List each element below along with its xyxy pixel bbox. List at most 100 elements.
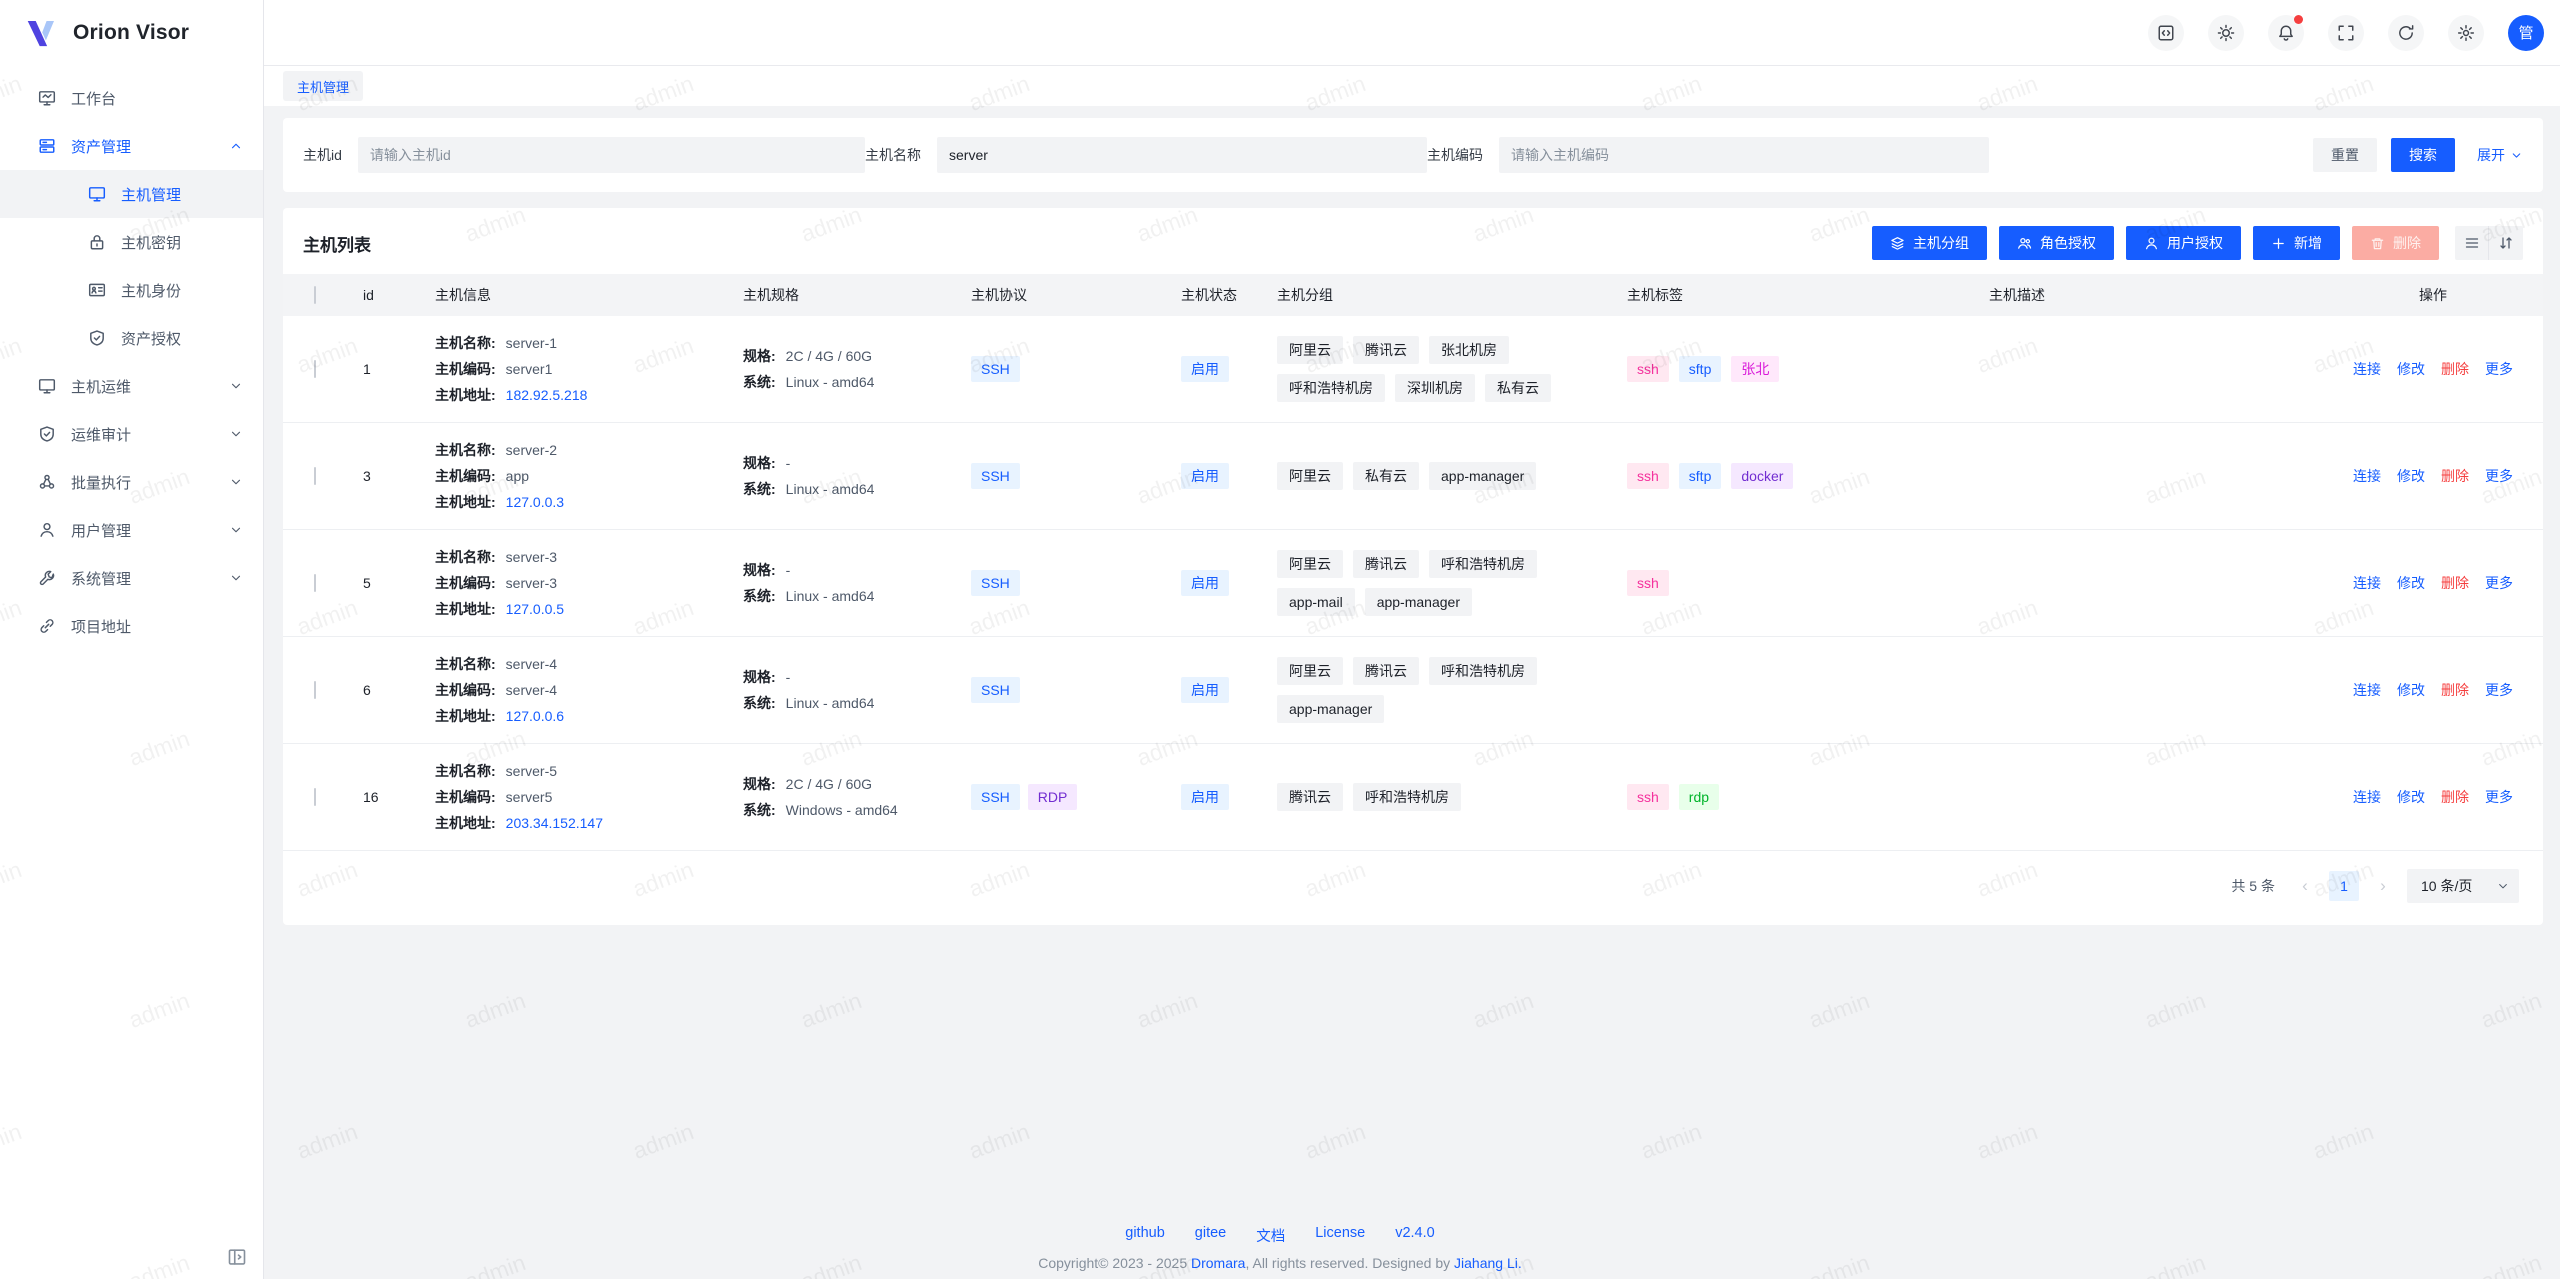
tag[interactable]: docker	[1731, 463, 1794, 489]
list-view-icon[interactable]	[2455, 226, 2489, 260]
sidebar-item-link[interactable]: 项目地址	[0, 602, 263, 650]
reset-button[interactable]: 重置	[2313, 138, 2377, 172]
host-address-link[interactable]: 203.34.152.147	[505, 815, 603, 831]
tag[interactable]: SSH	[971, 463, 1020, 489]
tag[interactable]: 呼和浩特机房	[1429, 657, 1537, 685]
sidebar-item-batch[interactable]: 批量执行	[0, 458, 263, 506]
footer-link[interactable]: 文档	[1256, 1229, 1286, 1245]
tag[interactable]: app-manager	[1277, 695, 1385, 723]
row-action-修改[interactable]: 修改	[2397, 575, 2425, 591]
row-checkbox[interactable]	[314, 788, 316, 806]
code-icon[interactable]	[2148, 14, 2184, 51]
row-action-更多[interactable]: 更多	[2485, 682, 2513, 698]
row-action-修改[interactable]: 修改	[2397, 682, 2425, 698]
host-address-link[interactable]: 127.0.0.3	[505, 494, 565, 510]
tag[interactable]: 启用	[1181, 356, 1229, 382]
next-page-button[interactable]: ›	[2380, 876, 2386, 895]
sidebar-item-user[interactable]: 用户管理	[0, 506, 263, 554]
tag[interactable]: 呼和浩特机房	[1277, 374, 1385, 402]
tag[interactable]: SSH	[971, 570, 1020, 596]
tag[interactable]: 腾讯云	[1353, 657, 1419, 685]
row-checkbox[interactable]	[314, 360, 316, 378]
tag[interactable]: 阿里云	[1277, 550, 1343, 578]
tag[interactable]: 张北机房	[1429, 336, 1509, 364]
tag[interactable]: 启用	[1181, 570, 1229, 596]
tag[interactable]: 呼和浩特机房	[1353, 783, 1461, 811]
tag[interactable]: ssh	[1627, 570, 1669, 596]
row-action-删除[interactable]: 删除	[2441, 575, 2469, 591]
tag[interactable]: 私有云	[1485, 374, 1551, 402]
expand-toggle[interactable]: 展开	[2477, 145, 2523, 165]
row-action-连接[interactable]: 连接	[2353, 468, 2381, 484]
footer-link[interactable]: v2.4.0	[1395, 1225, 1435, 1241]
tag[interactable]: 阿里云	[1277, 336, 1343, 364]
delete-button[interactable]: 删除	[2352, 226, 2439, 260]
footer-link[interactable]: github	[1125, 1225, 1165, 1241]
row-action-删除[interactable]: 删除	[2441, 682, 2469, 698]
row-action-连接[interactable]: 连接	[2353, 361, 2381, 377]
host-address-link[interactable]: 127.0.0.6	[505, 708, 565, 724]
sidebar-item-audit[interactable]: 运维审计	[0, 410, 263, 458]
row-action-删除[interactable]: 删除	[2441, 789, 2469, 805]
add-button[interactable]: 新增	[2253, 226, 2340, 260]
filter-input-3[interactable]	[1499, 137, 1989, 173]
row-action-连接[interactable]: 连接	[2353, 575, 2381, 591]
tag[interactable]: 呼和浩特机房	[1429, 550, 1537, 578]
row-action-更多[interactable]: 更多	[2485, 575, 2513, 591]
select-all-checkbox[interactable]	[314, 286, 316, 304]
sidebar-item-workbench[interactable]: 工作台	[0, 74, 263, 122]
tag[interactable]: ssh	[1627, 784, 1669, 810]
tag[interactable]: SSH	[971, 677, 1020, 703]
tab-host-management[interactable]: 主机管理	[283, 71, 364, 101]
filter-input-2[interactable]	[937, 137, 1427, 173]
row-action-连接[interactable]: 连接	[2353, 789, 2381, 805]
tag[interactable]: sftp	[1678, 356, 1722, 382]
row-checkbox[interactable]	[314, 681, 316, 699]
tag[interactable]: 阿里云	[1277, 462, 1343, 490]
sidebar-item-grant[interactable]: 资产授权	[0, 314, 263, 362]
tag[interactable]: 深圳机房	[1395, 374, 1475, 402]
notifications-icon[interactable]	[2268, 14, 2304, 51]
tag[interactable]: app-manager	[1429, 462, 1537, 490]
search-button[interactable]: 搜索	[2391, 138, 2455, 172]
tag[interactable]: 阿里云	[1277, 657, 1343, 685]
settings-icon[interactable]	[2448, 14, 2484, 51]
refresh-icon[interactable]	[2388, 14, 2424, 51]
row-action-更多[interactable]: 更多	[2485, 789, 2513, 805]
tag[interactable]: sftp	[1678, 463, 1722, 489]
sidebar-collapse-button[interactable]	[227, 1247, 247, 1267]
tag[interactable]: app-mail	[1277, 588, 1355, 616]
sidebar-item-host[interactable]: 主机管理	[0, 170, 263, 218]
prev-page-button[interactable]: ‹	[2302, 876, 2308, 895]
footer-copy-link[interactable]: Dromara	[1191, 1255, 1246, 1271]
filter-input-1[interactable]	[357, 137, 865, 173]
tag[interactable]: RDP	[1027, 784, 1078, 810]
tag[interactable]: 启用	[1181, 784, 1229, 810]
theme-icon[interactable]	[2208, 14, 2244, 51]
row-action-更多[interactable]: 更多	[2485, 361, 2513, 377]
row-action-修改[interactable]: 修改	[2397, 468, 2425, 484]
sidebar-item-identity[interactable]: 主机身份	[0, 266, 263, 314]
host-address-link[interactable]: 127.0.0.5	[505, 601, 565, 617]
page-size-select[interactable]: 10 条/页	[2407, 869, 2519, 903]
tag[interactable]: rdp	[1678, 784, 1720, 810]
page-number[interactable]: 1	[2329, 871, 2359, 901]
tag[interactable]: 腾讯云	[1353, 550, 1419, 578]
tag[interactable]: 张北	[1731, 356, 1780, 382]
row-action-修改[interactable]: 修改	[2397, 789, 2425, 805]
row-action-删除[interactable]: 删除	[2441, 468, 2469, 484]
tag[interactable]: SSH	[971, 784, 1020, 810]
footer-link[interactable]: License	[1315, 1225, 1366, 1241]
sidebar-item-system[interactable]: 系统管理	[0, 554, 263, 602]
sort-icon[interactable]	[2489, 226, 2523, 260]
tag[interactable]: 启用	[1181, 677, 1229, 703]
sidebar-item-key[interactable]: 主机密钥	[0, 218, 263, 266]
tag[interactable]: ssh	[1627, 356, 1669, 382]
sidebar-item-asset[interactable]: 资产管理	[0, 122, 263, 170]
tag[interactable]: SSH	[971, 356, 1020, 382]
host-address-link[interactable]: 182.92.5.218	[505, 387, 588, 403]
row-action-连接[interactable]: 连接	[2353, 682, 2381, 698]
tag[interactable]: 启用	[1181, 463, 1229, 489]
tag[interactable]: 腾讯云	[1277, 783, 1343, 811]
row-action-删除[interactable]: 删除	[2441, 361, 2469, 377]
